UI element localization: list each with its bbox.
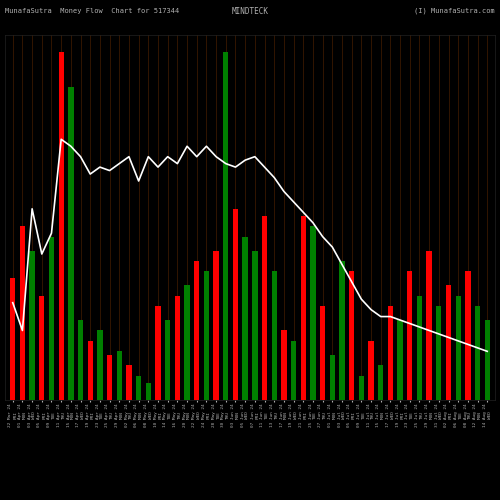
Bar [242, 236, 248, 400]
Bar [388, 306, 393, 400]
Bar [456, 296, 461, 400]
Bar [88, 341, 93, 400]
Bar [398, 320, 403, 400]
Bar [330, 355, 335, 400]
Bar [68, 87, 73, 400]
Bar [426, 250, 432, 400]
Bar [194, 261, 200, 400]
Bar [49, 236, 54, 400]
Bar [10, 278, 16, 400]
Bar [136, 376, 141, 400]
Bar [146, 382, 151, 400]
Bar [407, 272, 412, 400]
Bar [484, 320, 490, 400]
Bar [20, 226, 25, 400]
Bar [310, 226, 316, 400]
Bar [214, 250, 219, 400]
Bar [58, 52, 64, 400]
Bar [368, 341, 374, 400]
Bar [272, 272, 277, 400]
Bar [184, 286, 190, 400]
Bar [78, 320, 83, 400]
Bar [291, 341, 296, 400]
Bar [223, 52, 228, 400]
Text: MunafaSutra  Money Flow  Chart for 517344: MunafaSutra Money Flow Chart for 517344 [5, 8, 179, 14]
Bar [262, 216, 267, 400]
Bar [465, 272, 470, 400]
Bar [30, 250, 35, 400]
Bar [349, 272, 354, 400]
Bar [126, 365, 132, 400]
Bar [446, 286, 451, 400]
Bar [475, 306, 480, 400]
Bar [156, 306, 160, 400]
Bar [39, 296, 44, 400]
Bar [116, 352, 122, 400]
Bar [252, 250, 258, 400]
Bar [378, 365, 384, 400]
Bar [204, 272, 209, 400]
Bar [174, 296, 180, 400]
Bar [97, 330, 102, 400]
Bar [107, 355, 112, 400]
Text: (I) MunafaSutra.com: (I) MunafaSutra.com [414, 8, 495, 14]
Bar [417, 296, 422, 400]
Bar [320, 306, 326, 400]
Bar [358, 376, 364, 400]
Text: MINDTECK: MINDTECK [232, 8, 268, 16]
Bar [281, 330, 286, 400]
Bar [340, 261, 344, 400]
Bar [233, 209, 238, 400]
Bar [436, 306, 442, 400]
Bar [165, 320, 170, 400]
Bar [300, 216, 306, 400]
